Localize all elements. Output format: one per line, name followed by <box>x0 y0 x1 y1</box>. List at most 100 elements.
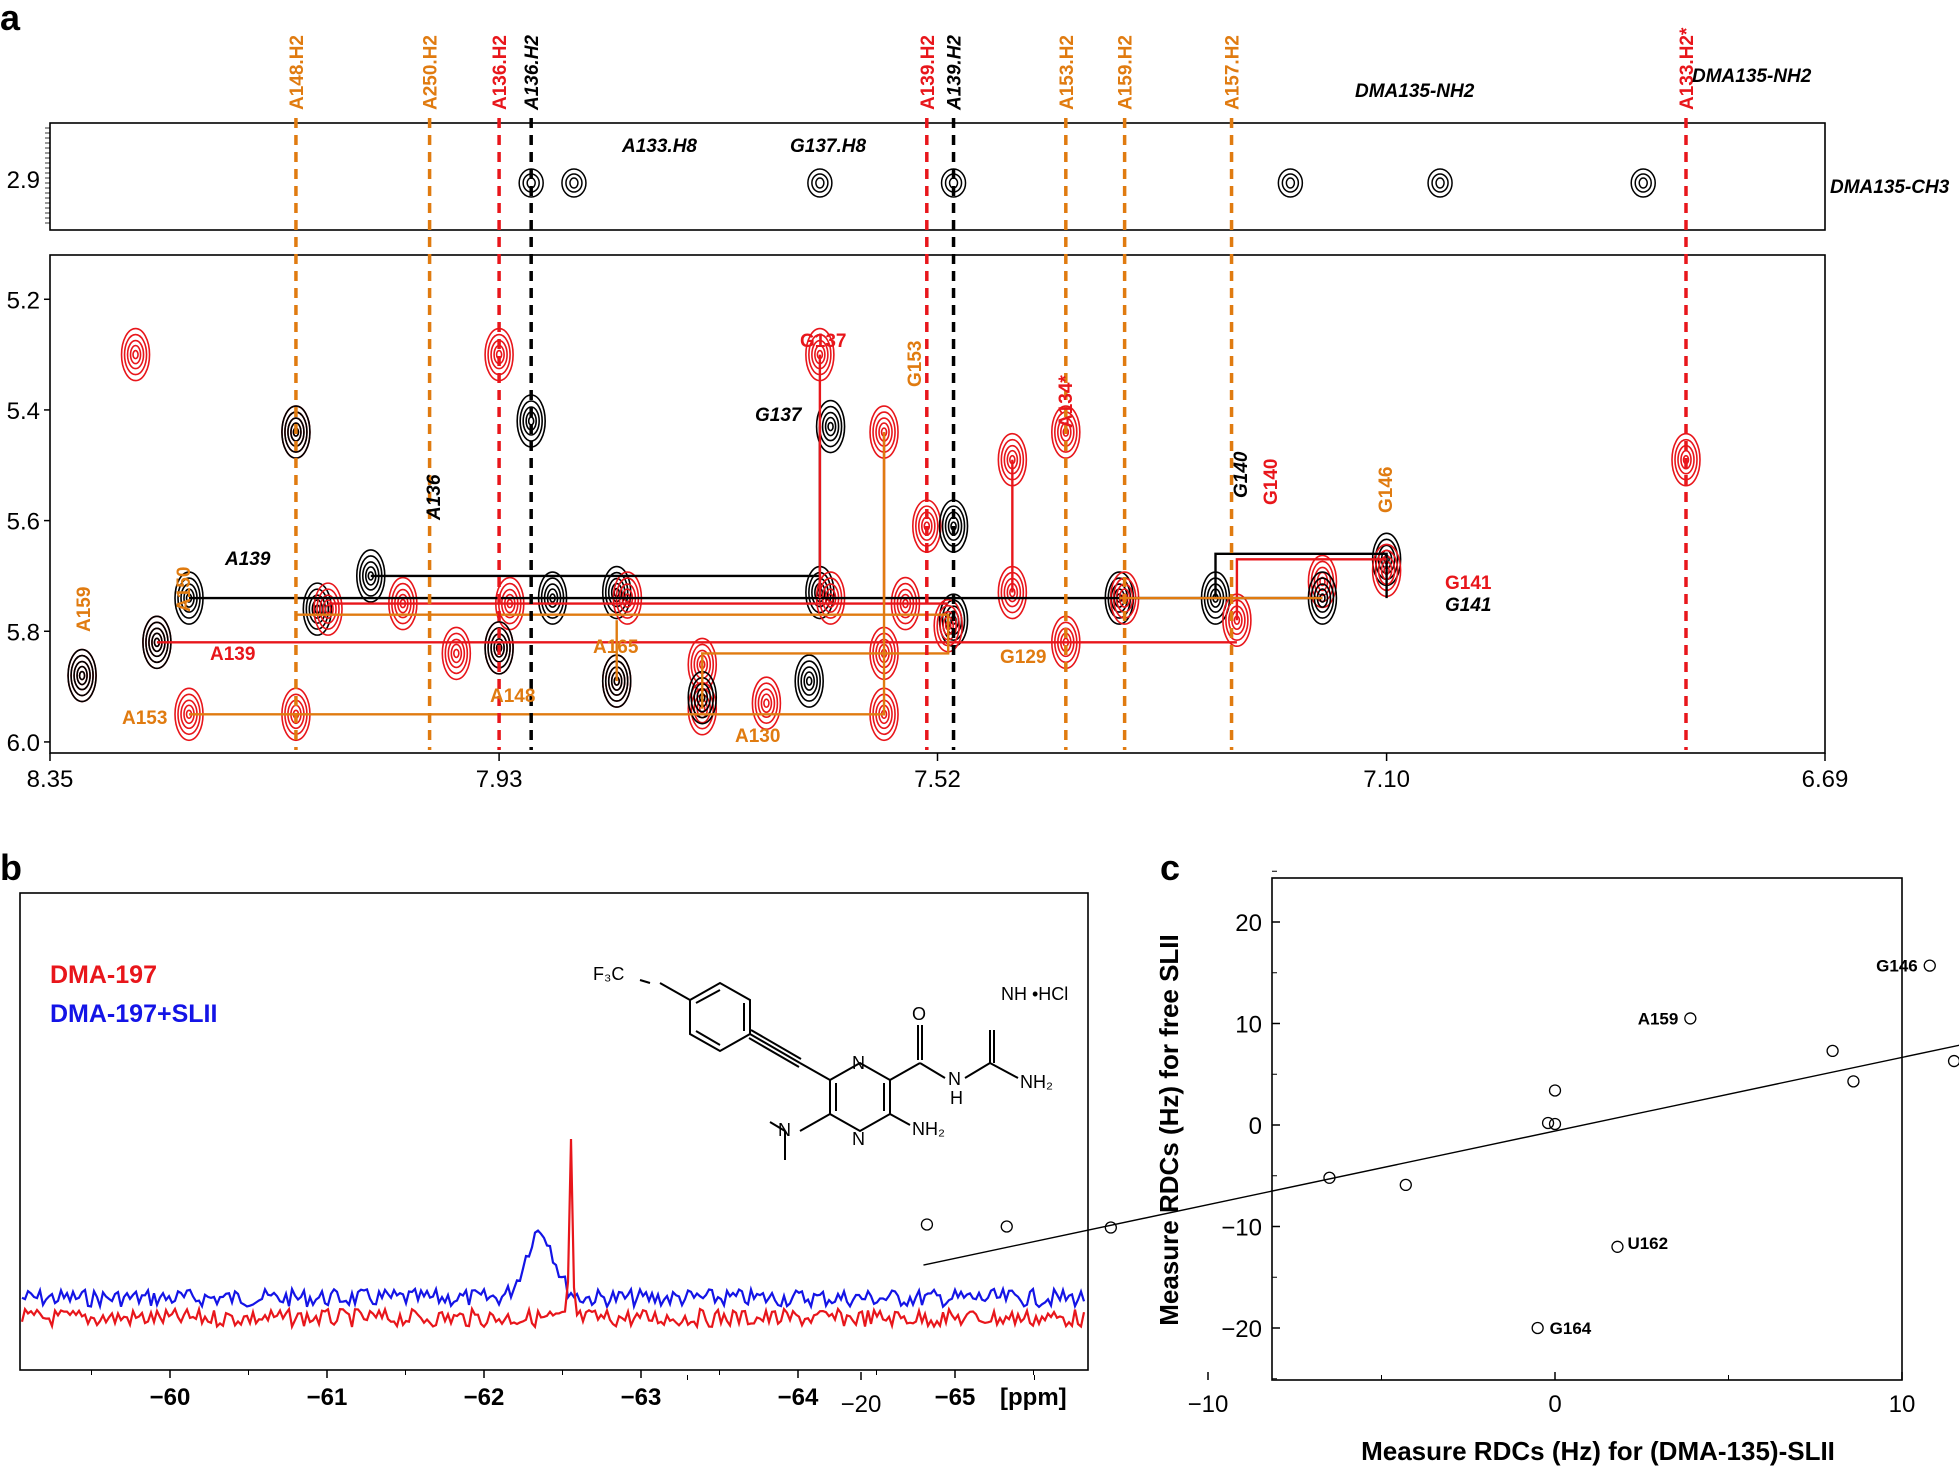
c-xtick-label: 0 <box>1548 1391 1561 1418</box>
point-label: U162 <box>1627 1234 1668 1253</box>
spectrum-dma197 <box>20 1138 1086 1331</box>
contour <box>1638 177 1648 189</box>
nmr-peak <box>67 648 97 703</box>
a-xtick-label: 8.35 <box>27 766 74 793</box>
contour <box>78 670 86 681</box>
b-xtick-label: −65 <box>935 1384 976 1411</box>
walk-line <box>1214 552 1388 599</box>
contour <box>561 168 587 198</box>
peak-label: A150 <box>174 567 195 612</box>
dma135-ch3-label: DMA135-CH3 <box>1830 177 1950 198</box>
scatter-point <box>1923 959 1936 972</box>
contour <box>132 349 139 360</box>
scatter-point <box>1000 1220 1013 1233</box>
nmr-peak <box>516 394 546 448</box>
fit-line <box>923 1044 1959 1266</box>
contour <box>447 638 466 669</box>
contour <box>1431 173 1449 193</box>
scatter-point <box>1611 1240 1624 1253</box>
point-label: G146 <box>1876 957 1918 976</box>
peak-label: G137 <box>800 331 846 352</box>
upper-peak <box>1630 168 1656 198</box>
a-ytick-label: 5.2 <box>7 287 40 314</box>
peak-label: A153 <box>122 708 167 729</box>
point-label: G164 <box>1550 1319 1592 1338</box>
chemical-structure: F₃C O NH •HCl N H NH₂ N N NH₂ N <box>593 964 1068 1160</box>
contour <box>1307 554 1338 609</box>
peak-label: A139 <box>210 644 255 665</box>
contour <box>484 621 514 675</box>
c-ytick-label: 10 <box>1235 1012 1262 1039</box>
legend-dma197: DMA-197 <box>50 961 157 989</box>
b-xtick-label: −60 <box>150 1384 191 1411</box>
reference-label: A133.H2* <box>1677 27 1698 110</box>
panel-a-letter: a <box>0 0 21 38</box>
dma135-nh2-label-1: DMA135-NH2 <box>1355 81 1475 102</box>
panel-a-lower-spectrum <box>49 254 1826 754</box>
contour <box>827 421 834 432</box>
peak-label: A165 <box>593 637 639 658</box>
dma135-nh2-label-2: DMA135-NH2 <box>1692 66 1812 87</box>
contour <box>484 327 514 382</box>
c-ytick-label: −10 <box>1221 1215 1262 1242</box>
cf3-label: F₃C <box>593 964 624 984</box>
contour <box>324 604 332 614</box>
scatter-point <box>1548 1084 1562 1097</box>
nmr-peak <box>120 327 151 382</box>
contour <box>1316 571 1329 592</box>
contour <box>757 688 776 719</box>
panel-a-reference-lines: A148.H2 A250.H2 A136.H2 A136.H2 A139.H2 A139.… <box>287 27 1698 750</box>
walk-line <box>189 432 886 716</box>
peak-label: G141 <box>1445 573 1492 594</box>
pyrazine-n-top: N <box>852 1053 865 1073</box>
reference-label: A139.H2 <box>918 35 939 110</box>
scatter-point <box>1541 1116 1555 1130</box>
contour <box>760 693 773 714</box>
contour <box>754 682 779 725</box>
contour <box>807 168 833 198</box>
scatter-point <box>1847 1075 1860 1088</box>
contour <box>815 177 825 189</box>
b-xtick-label: −64 <box>778 1384 819 1411</box>
c-xtick-label: 10 <box>1889 1391 1916 1418</box>
contour <box>800 666 818 696</box>
panel-b-letter: b <box>0 847 22 888</box>
contour <box>126 339 145 370</box>
nmr-peak <box>441 626 472 681</box>
contour <box>322 599 334 619</box>
amide-h-label: H <box>950 1088 963 1108</box>
contour <box>120 327 151 382</box>
contour <box>1435 177 1445 189</box>
walk-line <box>1235 558 1387 621</box>
legend-dma197-slii: DMA-197+SLII <box>50 1000 217 1028</box>
upper-frame <box>49 122 1826 231</box>
upper-peak <box>1277 168 1304 198</box>
contour <box>1313 566 1332 597</box>
panel-c-ylabel: Measure RDCs (Hz) for free SLII <box>1154 934 1184 1326</box>
nmr-peak <box>1307 554 1338 609</box>
peak-label: G153 <box>905 341 926 387</box>
contour <box>751 676 782 731</box>
point-label: A159 <box>1638 1009 1679 1028</box>
peak-label: A134* <box>1056 375 1077 428</box>
panel-b-frame <box>19 892 1089 1371</box>
contour <box>441 626 472 681</box>
reference-label: A157.H2 <box>1223 35 1244 110</box>
a-ytick-label: 6.0 <box>7 730 40 757</box>
reference-label: A159.H2 <box>1116 35 1137 110</box>
scatter-point <box>1531 1321 1544 1335</box>
contour <box>815 399 846 454</box>
contour <box>313 582 343 636</box>
panel-c-points: U155G146A159G164U162G164 <box>920 957 1959 1338</box>
contour <box>129 344 142 365</box>
spectrum-dma197-slii <box>21 1229 1086 1311</box>
nh-hcl-label: NH •HCl <box>1001 984 1068 1004</box>
peak-label: A159 <box>74 587 95 632</box>
contour <box>1630 168 1656 198</box>
peak-label: G140 <box>1261 459 1282 505</box>
peak-label: A148 <box>490 686 535 707</box>
panel-c-axes: −20−10010203020100−10−20 <box>687 870 1916 1418</box>
pyrazine-n-bottom: N <box>852 1129 865 1149</box>
contour <box>794 654 824 708</box>
